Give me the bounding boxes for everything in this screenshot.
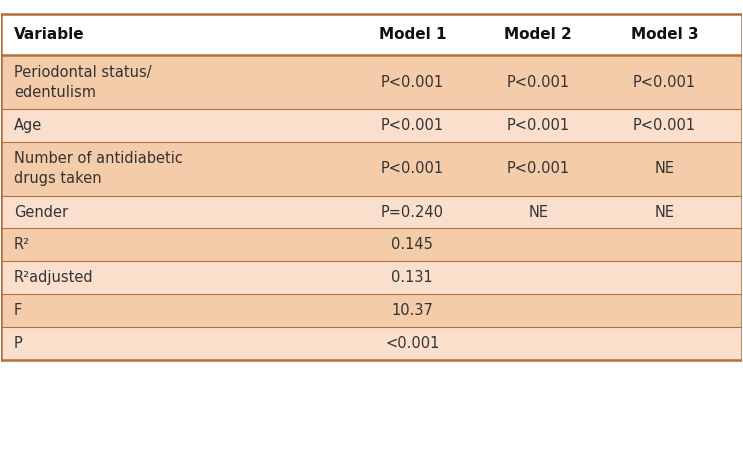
Text: P<0.001: P<0.001 (380, 118, 444, 133)
Text: Model 3: Model 3 (631, 27, 698, 43)
Text: Variable: Variable (14, 27, 85, 43)
Bar (1, 14, 742, 55)
Text: P<0.001: P<0.001 (507, 161, 570, 176)
Bar (1, 327, 742, 360)
Text: R²adjusted: R²adjusted (14, 270, 94, 285)
Text: P<0.001: P<0.001 (380, 75, 444, 90)
Bar (1, 55, 742, 109)
Text: P<0.001: P<0.001 (633, 75, 696, 90)
Text: P<0.001: P<0.001 (380, 161, 444, 176)
Bar (1, 196, 742, 228)
Text: R²: R² (14, 237, 30, 252)
Text: P<0.001: P<0.001 (633, 118, 696, 133)
Text: F: F (14, 303, 22, 318)
Text: Gender: Gender (14, 205, 68, 220)
Text: P<0.001: P<0.001 (507, 75, 570, 90)
Text: Periodontal status/
edentulism: Periodontal status/ edentulism (14, 65, 152, 100)
Text: Number of antidiabetic
drugs taken: Number of antidiabetic drugs taken (14, 151, 183, 186)
Text: NE: NE (528, 205, 548, 220)
Bar (1, 142, 742, 196)
Bar (1, 109, 742, 142)
Text: P<0.001: P<0.001 (507, 118, 570, 133)
Bar (1, 228, 742, 261)
Text: 0.145: 0.145 (392, 237, 433, 252)
Text: 10.37: 10.37 (392, 303, 433, 318)
Text: P=0.240: P=0.240 (381, 205, 444, 220)
Bar (1, 294, 742, 327)
Bar (1, 261, 742, 294)
Text: NE: NE (655, 161, 675, 176)
Text: Model 1: Model 1 (378, 27, 446, 43)
Text: Model 2: Model 2 (504, 27, 572, 43)
Text: 0.131: 0.131 (392, 270, 433, 285)
Text: P: P (14, 336, 23, 351)
Text: NE: NE (655, 205, 675, 220)
Text: <0.001: <0.001 (385, 336, 439, 351)
Text: Age: Age (14, 118, 42, 133)
